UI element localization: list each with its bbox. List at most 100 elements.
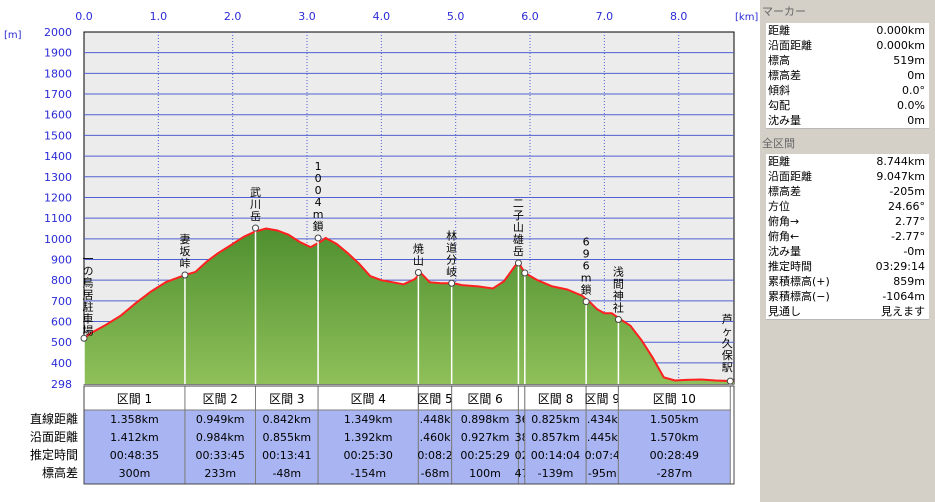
segment-name: 区間 10: [653, 392, 696, 406]
info-row-key: 沿面距離: [768, 39, 812, 52]
marker-label-char: 岳: [513, 245, 524, 258]
info-row: 俯角← -2.77°: [766, 229, 929, 245]
info-row-key: 距離: [768, 155, 790, 168]
segment-row-label: 推定時間: [30, 447, 78, 462]
segment-value: 0.825km: [531, 413, 580, 426]
segment-value: .434k: [587, 413, 618, 426]
segment-value: 1.570km: [650, 431, 699, 444]
y-tick-label: 1200: [44, 191, 72, 204]
info-row-key: 累積標高(+): [768, 275, 830, 288]
segment-value: 0:07:4: [585, 449, 620, 462]
marker-label-char: 6: [583, 260, 590, 273]
info-row: 傾斜 0.0°: [766, 83, 929, 99]
x-tick-label: 3.0: [298, 10, 316, 23]
marker-dot: [314, 234, 322, 242]
marker-label-char: 駅: [722, 361, 733, 374]
info-row-value: 0.0°: [902, 84, 925, 97]
info-row-value: 見えます: [881, 305, 925, 318]
elevation-profile-chart[interactable]: 2000190018001700160015001400130012001100…: [0, 0, 760, 502]
segment-data-cell: [83, 409, 186, 485]
info-row: 推定時間 03:29:14: [766, 259, 929, 275]
marker-label-char: 焼: [413, 243, 424, 256]
info-row-key: 沈み量: [768, 245, 801, 258]
segment-value: -48m: [272, 467, 301, 480]
marker-label-char: の: [83, 264, 94, 277]
marker-dot: [80, 334, 88, 342]
info-row-value: 24.66°: [888, 200, 925, 213]
marker-label-char: 鳥: [83, 275, 94, 289]
info-row-value: 0.000km: [876, 24, 925, 37]
marker-label-char: 芦: [722, 313, 733, 326]
info-row: 沈み量 -0m: [766, 244, 929, 260]
segment-name: 区間 2: [202, 392, 237, 406]
info-row-key: 沿面距離: [768, 170, 812, 183]
info-row: 距離 0.000km: [766, 23, 929, 39]
marker-label-char: 神: [613, 288, 624, 302]
marker-label-char: 駐: [83, 299, 94, 313]
segment-value: 300m: [119, 467, 151, 480]
segment-value: 00:48:35: [110, 449, 159, 462]
info-row-value: 8.744km: [876, 155, 925, 168]
marker-label-char: 鎖: [581, 283, 592, 297]
marker-label-char: 分: [446, 253, 457, 266]
y-tick-label: 1500: [44, 129, 72, 142]
marker-label-char: 林: [446, 228, 457, 242]
info-row: 方位 24.66°: [766, 199, 929, 215]
info-row: 累積標高(+) 859m: [766, 274, 929, 290]
y-tick-label: 2000: [44, 26, 72, 39]
segment-value: 1.392km: [344, 431, 393, 444]
info-row-key: 距離: [768, 24, 790, 37]
segment-value: 0.842km: [263, 413, 312, 426]
y-tick-label: 600: [51, 316, 72, 329]
segment-row-label: 沿面距離: [30, 430, 78, 444]
elevation-area: [84, 228, 734, 384]
marker-label-char: 居: [83, 288, 94, 301]
segment-value: 0:08:2: [417, 449, 452, 462]
segment-value: 0.949km: [196, 413, 245, 426]
segment-value: 00:25:29: [460, 449, 509, 462]
info-row-key: 見通し: [768, 305, 801, 318]
segment-data-cell: [184, 409, 256, 485]
marker-label-char: 山: [513, 221, 524, 234]
marker-label-char: 岐: [446, 265, 457, 278]
segment-header-cell: [83, 385, 186, 411]
y-tick-label: 1900: [44, 47, 72, 60]
segment-name: 区間 4: [350, 392, 385, 406]
segment-name: 区間 6: [467, 392, 502, 406]
segment-value: 0.857km: [531, 431, 580, 444]
marker-label-char: 久: [722, 337, 733, 350]
marker-label-char: 妻: [179, 233, 190, 246]
segment-header-cell: [317, 385, 419, 411]
segment-value: 0.984km: [196, 431, 245, 444]
y-tick-label: 298: [51, 378, 72, 391]
info-row-key: 傾斜: [768, 84, 790, 97]
segment-value: 00:14:04: [531, 449, 580, 462]
segment-row-label: 直線距離: [30, 411, 78, 426]
segment-value: .448k: [420, 413, 451, 426]
x-tick-label: 5.0: [447, 10, 465, 23]
segment-data-cell: [254, 409, 319, 485]
marker-label-char: 山: [413, 255, 424, 268]
segment-value: -139m: [538, 467, 574, 480]
x-tick-label: 7.0: [596, 10, 614, 23]
marker-label-char: 二: [513, 197, 524, 210]
x-tick-label: 8.0: [670, 10, 688, 23]
segment-data-cell: [417, 409, 453, 485]
segment-value: 233m: [204, 467, 236, 480]
y-tick-label: 500: [51, 336, 72, 349]
y-tick-label: 700: [51, 295, 72, 308]
info-row: 標高 519m: [766, 53, 929, 69]
marker-label-char: 武: [250, 186, 261, 199]
segment-value: 1.412km: [110, 431, 159, 444]
segment-value: -154m: [350, 467, 386, 480]
marker-dot: [414, 269, 422, 277]
marker-label-char: 9: [583, 248, 590, 261]
y-tick-label: 1700: [44, 88, 72, 101]
segment-name: 区間 1: [117, 392, 152, 406]
marker-dot: [448, 279, 456, 287]
info-row: 見通し 見えます: [766, 304, 929, 320]
marker-label-char: 車: [83, 311, 94, 325]
info-row-value: -1064m: [882, 290, 925, 303]
segment-value: 1.349km: [344, 413, 393, 426]
y-unit-label: [m]: [4, 30, 22, 41]
